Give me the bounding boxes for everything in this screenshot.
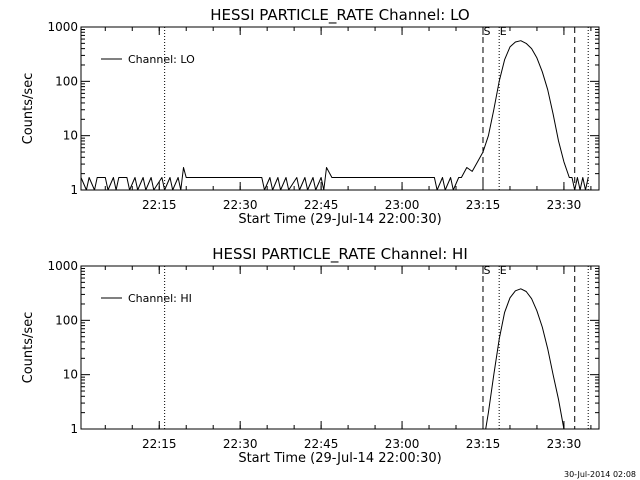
x-tick-label: 22:15 xyxy=(142,437,177,451)
chart-title: HESSI PARTICLE_RATE Channel: HI xyxy=(212,245,468,264)
legend-label: Channel: LO xyxy=(128,53,195,66)
y-axis-label: Counts/sec xyxy=(21,312,36,384)
x-tick-label: 22:30 xyxy=(223,437,258,451)
data-series-line xyxy=(80,40,589,191)
x-tick-label: 22:15 xyxy=(142,198,177,212)
x-tick-label: 23:00 xyxy=(385,198,420,212)
x-tick-label: 23:15 xyxy=(466,198,501,212)
x-axis-label: Start Time (29-Jul-14 22:00:30) xyxy=(238,212,441,227)
timestamp: 30-Jul-2014 02:08 xyxy=(563,470,636,479)
plot-frame xyxy=(80,265,600,430)
x-tick-label: 22:45 xyxy=(304,437,339,451)
y-tick-label: 100 xyxy=(55,313,78,327)
marker-label-s: S xyxy=(483,25,490,38)
y-tick-label: 100 xyxy=(55,74,78,88)
chart-title: HESSI PARTICLE_RATE Channel: LO xyxy=(210,6,469,25)
marker-label-e: E xyxy=(500,25,507,38)
y-tick-label: 10 xyxy=(63,368,78,382)
x-tick-label: 23:30 xyxy=(547,437,582,451)
x-axis-label: Start Time (29-Jul-14 22:00:30) xyxy=(238,451,441,466)
y-axis-label: Counts/sec xyxy=(21,73,36,145)
x-tick-label: 22:45 xyxy=(304,198,339,212)
legend-label: Channel: HI xyxy=(128,292,192,305)
x-tick-label: 23:15 xyxy=(466,437,501,451)
marker-label-e: E xyxy=(500,264,507,277)
y-tick-label: 1000 xyxy=(47,20,78,34)
y-tick-label: 1 xyxy=(70,183,78,197)
marker-label-s: S xyxy=(483,264,490,277)
y-tick-label: 10 xyxy=(63,129,78,143)
y-tick-label: 1000 xyxy=(47,259,78,273)
data-series-line xyxy=(485,288,565,430)
x-tick-label: 23:30 xyxy=(547,198,582,212)
plot-frame xyxy=(80,26,600,191)
x-tick-label: 22:30 xyxy=(223,198,258,212)
x-tick-label: 23:00 xyxy=(385,437,420,451)
y-tick-label: 1 xyxy=(70,422,78,436)
